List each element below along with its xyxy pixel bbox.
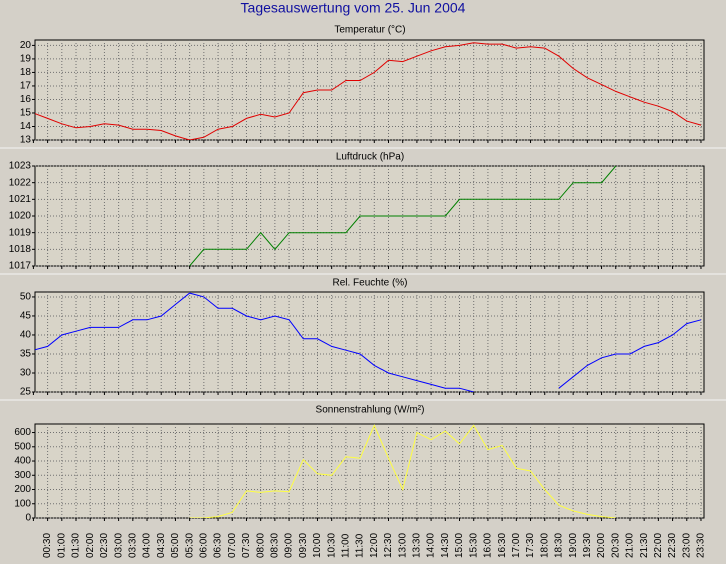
data-line [35,42,702,140]
page-title: Tagesauswertung vom 25. Jun 2004 [241,0,466,16]
y-tick-label: 15 [20,108,32,119]
x-tick-label: 09:30 [298,533,309,558]
y-tick-label: 40 [20,330,32,341]
x-tick-label: 20:00 [596,533,607,558]
x-tick-label: 04:30 [156,533,167,558]
y-tick-label: 0 [25,513,31,524]
x-tick-label: 17:30 [525,533,536,558]
x-tick-label: 16:00 [483,533,494,558]
x-tick-label: 15:00 [454,533,465,558]
y-tick-label: 1017 [9,261,32,272]
y-tick-label: 35 [20,349,32,360]
y-tick-label: 17 [20,81,32,92]
x-tick-label: 03:00 [113,533,124,558]
y-tick-label: 200 [14,484,31,495]
x-tick-label: 04:00 [142,533,153,558]
x-tick-label: 21:00 [625,533,636,558]
y-tick-label: 25 [20,387,32,398]
plot-area [34,291,705,393]
x-tick-label: 02:30 [99,533,110,558]
x-tick-label: 05:30 [184,533,195,558]
x-tick-label: 22:30 [667,533,678,558]
x-tick-label: 12:30 [383,533,394,558]
x-tick-label: 19:30 [582,533,593,558]
x-tick-label: 15:30 [468,533,479,558]
x-tick-label: 08:00 [255,533,266,558]
y-tick-label: 45 [20,311,32,322]
chart-title: Luftdruck (hPa) [336,152,404,163]
chart-title: Sonnenstrahlung (W/m²) [316,405,425,416]
chart-title: Temperatur (°C) [334,25,405,36]
x-tick-label: 08:30 [270,533,281,558]
x-tick-label: 07:30 [241,533,252,558]
y-tick-label: 30 [20,368,32,379]
x-tick-label: 21:30 [639,533,650,558]
y-tick-label: 13 [20,135,32,146]
y-tick-label: 1022 [9,177,32,188]
y-tick-label: 100 [14,498,31,509]
x-tick-label: 07:00 [227,533,238,558]
chart-title: Rel. Feuchte (%) [332,278,407,289]
y-tick-label: 1018 [9,244,32,255]
y-tick-label: 20 [20,40,32,51]
x-tick-label: 03:30 [127,533,138,558]
plot-area [34,39,705,141]
x-tick-label: 12:00 [369,533,380,558]
y-tick-label: 400 [14,456,31,467]
data-line [189,166,617,266]
x-tick-label: 09:00 [284,533,295,558]
y-tick-label: 18 [20,67,32,78]
y-tick-label: 600 [14,427,31,438]
y-tick-label: 50 [20,292,32,303]
x-tick-label: 10:00 [312,533,323,558]
x-tick-label: 23:00 [681,533,692,558]
x-tick-label: 18:00 [539,533,550,558]
x-tick-label: 10:30 [326,533,337,558]
x-tick-label: 05:00 [170,533,181,558]
y-tick-label: 500 [14,441,31,452]
data-line [189,424,616,518]
x-tick-label: 01:00 [56,533,67,558]
x-tick-label: 22:00 [653,533,664,558]
y-tick-label: 1020 [9,211,32,222]
y-tick-label: 1019 [9,227,32,238]
plot-area [34,423,705,519]
x-tick-label: 18:30 [554,533,565,558]
x-tick-label: 17:00 [511,533,522,558]
y-tick-label: 1021 [9,194,32,205]
x-tick-label: 00:30 [42,533,53,558]
x-tick-label: 11:30 [355,533,366,558]
x-tick-label: 11:00 [341,533,352,558]
x-tick-label: 06:00 [198,533,209,558]
x-tick-label: 13:30 [412,533,423,558]
x-tick-label: 16:30 [497,533,508,558]
x-tick-label: 14:00 [426,533,437,558]
x-tick-label: 06:30 [213,533,224,558]
x-tick-label: 01:30 [71,533,82,558]
y-tick-label: 300 [14,470,31,481]
y-tick-label: 1023 [9,161,32,172]
y-tick-label: 14 [20,121,32,132]
x-tick-label: 13:00 [397,533,408,558]
y-tick-label: 16 [20,94,32,105]
x-tick-label: 14:30 [440,533,451,558]
x-tick-label: 02:00 [85,533,96,558]
x-tick-label: 20:30 [610,533,621,558]
data-line [35,292,702,392]
x-tick-label: 23:30 [696,533,707,558]
y-tick-label: 19 [20,54,32,65]
x-tick-label: 19:00 [568,533,579,558]
